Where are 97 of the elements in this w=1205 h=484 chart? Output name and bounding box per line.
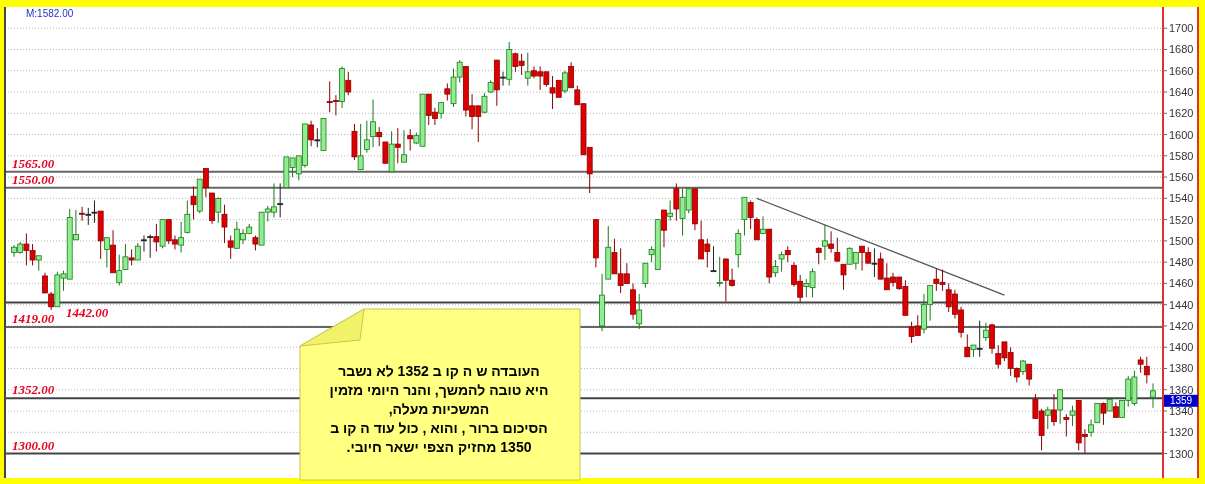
y-tick-label: 1700 <box>1169 22 1194 35</box>
candlestick <box>308 120 315 147</box>
candlestick <box>753 216 760 241</box>
candlestick <box>747 199 754 230</box>
candlestick <box>314 127 321 148</box>
candlestick <box>710 245 717 273</box>
y-tick-label: 1380 <box>1169 362 1194 375</box>
annotation: M:1582.00 <box>26 8 74 19</box>
candlestick <box>178 221 185 254</box>
candlestick <box>568 61 575 89</box>
candlestick <box>363 120 370 154</box>
candlestick <box>141 235 147 253</box>
text: 1359 <box>1169 395 1193 407</box>
candlestick <box>1094 403 1101 424</box>
candlestick <box>840 263 847 291</box>
candlestick <box>1044 406 1051 430</box>
candlestick <box>79 206 85 222</box>
candlestick <box>982 322 989 342</box>
candlestick <box>524 52 531 87</box>
y-tick-label: 1500 <box>1169 234 1194 247</box>
candlestick <box>1150 382 1156 409</box>
candlestick <box>673 182 680 222</box>
candlestick <box>91 199 98 224</box>
ref-line-label: 1352.00 <box>12 382 55 398</box>
y-tick-label: 1560 <box>1169 171 1194 184</box>
candlestick <box>407 128 414 151</box>
candlestick <box>116 254 123 287</box>
candlestick <box>1051 393 1057 427</box>
candlestick <box>221 204 228 244</box>
candlestick <box>964 333 971 358</box>
candlestick <box>370 98 376 148</box>
ref-line-label: 1419.00 <box>12 311 55 326</box>
candlestick <box>277 182 284 218</box>
y-tick-label: 1520 <box>1169 213 1194 226</box>
y-tick-label: 1340 <box>1169 405 1194 418</box>
candlestick <box>1063 413 1070 438</box>
y-tick-label: 1600 <box>1169 128 1194 141</box>
candlestick <box>147 233 154 259</box>
y-tick-label: 1640 <box>1169 86 1194 98</box>
ref-line-label: 1550.00 <box>12 171 55 187</box>
candlestick <box>1088 419 1094 438</box>
y-tick-label: 1420 <box>1169 319 1194 332</box>
annotation: 1350 מחזיק הצפי ישאר חיובי. <box>345 439 533 455</box>
candlestick <box>1026 363 1033 386</box>
candlestick <box>822 224 828 261</box>
candlestick <box>834 237 841 263</box>
ref-line-label: 1300.00 <box>12 437 55 453</box>
candlestick <box>203 168 209 198</box>
candlestick <box>401 129 407 163</box>
candlestick <box>227 235 234 260</box>
y-tick-label: 1580 <box>1169 149 1194 162</box>
y-tick-label: 1540 <box>1169 192 1194 205</box>
candlestick <box>976 320 983 358</box>
annotation: המשכיות מעלה, <box>387 401 491 417</box>
candlestick <box>394 127 401 164</box>
candlestick <box>989 323 995 355</box>
y-tick-label: 1680 <box>1169 43 1194 56</box>
ref-line-label: 1442.00 <box>66 304 109 320</box>
candlestick <box>1069 405 1076 427</box>
candlestick <box>376 126 383 147</box>
candlestick <box>1143 356 1150 384</box>
candlestick <box>562 70 568 94</box>
y-tick-label: 1300 <box>1169 447 1194 460</box>
candlestick <box>382 141 389 164</box>
candlestick <box>871 247 878 278</box>
candlestick <box>122 243 129 271</box>
candlestick <box>667 199 674 222</box>
y-tick-label: 1360 <box>1169 383 1194 396</box>
annotation: היא טובה להמשך, והנר היומי מזמין <box>328 382 550 398</box>
y-tick-label: 1440 <box>1169 298 1194 311</box>
annotation: העובדה ש ה קו ב 1352 לא נשבר <box>337 363 541 379</box>
y-tick-label: 1660 <box>1169 64 1194 77</box>
candlestick <box>735 228 742 268</box>
ref-line-label: 1565.00 <box>12 155 55 171</box>
candlestick <box>716 256 723 288</box>
candlestick <box>153 223 160 253</box>
y-tick-label: 1460 <box>1169 277 1194 290</box>
candlestick <box>778 251 785 273</box>
y-tick-label: 1620 <box>1169 107 1194 120</box>
candlestick <box>642 262 649 289</box>
candlestick <box>103 237 110 268</box>
candlestick <box>760 215 766 234</box>
candlestick <box>345 71 352 96</box>
y-tick-label: 1480 <box>1169 256 1194 269</box>
annotation: הסיכום ברור , והוא , כול עוד ה קו ב <box>329 420 549 436</box>
candlestick <box>190 186 197 221</box>
candlestick <box>215 196 222 224</box>
candlestick <box>500 71 506 87</box>
candlestick <box>357 123 364 171</box>
candlestick <box>661 209 667 248</box>
candlestick <box>1057 389 1064 425</box>
candlestick <box>828 230 835 254</box>
y-tick-label: 1320 <box>1169 426 1194 439</box>
y-tick-label: 1400 <box>1169 341 1194 354</box>
candlestick <box>741 196 748 237</box>
candlestick <box>184 199 191 234</box>
candlestick <box>636 293 643 330</box>
